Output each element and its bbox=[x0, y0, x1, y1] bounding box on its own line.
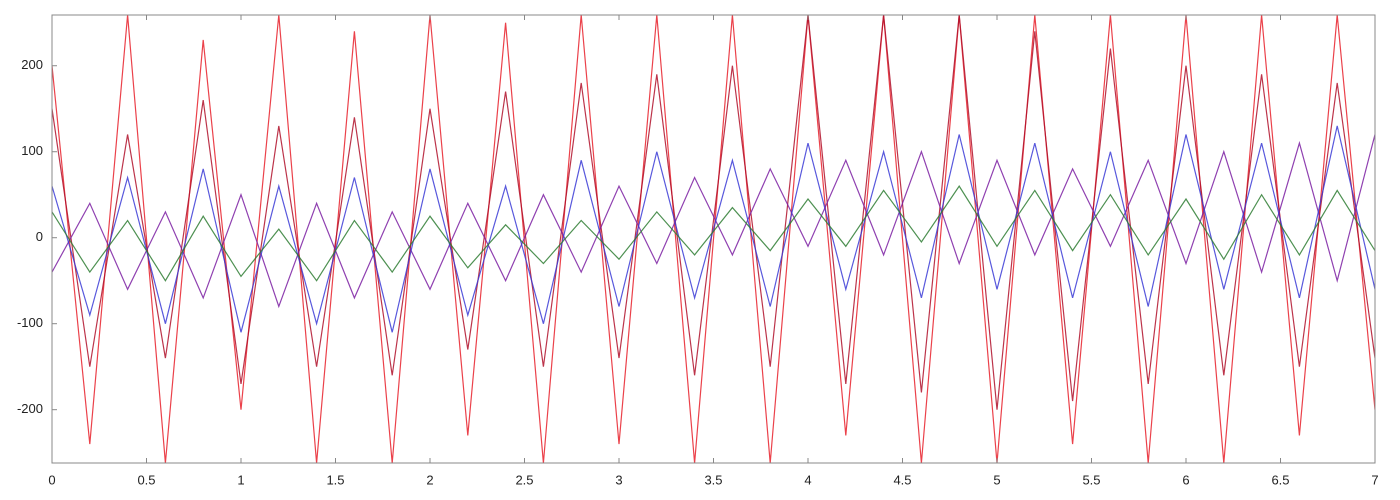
series-line bbox=[52, 125, 1375, 333]
series-line bbox=[52, 15, 1375, 410]
series-line bbox=[52, 185, 1375, 282]
x-tick-label: 2.5 bbox=[515, 472, 533, 487]
x-tick-label: 4 bbox=[804, 472, 811, 487]
series-line bbox=[52, 134, 1375, 309]
x-tick-label: 0.5 bbox=[137, 472, 155, 487]
y-tick-label: 200 bbox=[21, 57, 43, 72]
x-tick-label: 1 bbox=[237, 472, 244, 487]
y-tick-label: 100 bbox=[21, 143, 43, 158]
x-tick-label: 3 bbox=[615, 472, 622, 487]
x-tick-label: 5.5 bbox=[1082, 472, 1100, 487]
x-tick-label: 7 bbox=[1371, 472, 1378, 487]
series-line bbox=[52, 15, 1375, 463]
plot-area bbox=[52, 15, 1375, 463]
y-tick-label: -100 bbox=[17, 315, 43, 330]
x-tick-label: 4.5 bbox=[893, 472, 911, 487]
x-tick-label: 6 bbox=[1182, 472, 1189, 487]
x-tick-label: 3.5 bbox=[704, 472, 722, 487]
x-tick-label: 6.5 bbox=[1271, 472, 1289, 487]
x-tick-label: 5 bbox=[993, 472, 1000, 487]
x-tick-label: 0 bbox=[48, 472, 55, 487]
x-tick-label: 1.5 bbox=[326, 472, 344, 487]
x-tick-label: 2 bbox=[426, 472, 433, 487]
y-tick-label: 0 bbox=[36, 229, 43, 244]
y-tick-label: -200 bbox=[17, 401, 43, 416]
